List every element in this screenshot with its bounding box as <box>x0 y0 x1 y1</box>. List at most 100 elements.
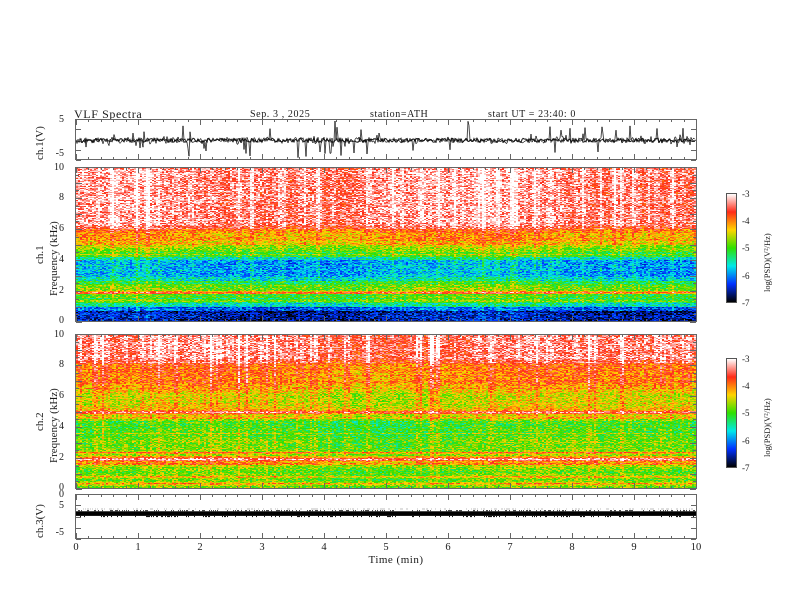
tick-mark <box>596 157 598 160</box>
tick-mark <box>485 167 487 170</box>
tick-mark <box>460 494 462 497</box>
tick-mark <box>658 334 660 337</box>
tick-mark <box>249 334 251 337</box>
tick-mark <box>262 154 263 160</box>
tick-mark <box>522 334 524 337</box>
tick-mark <box>76 357 79 359</box>
tick-mark <box>693 465 696 467</box>
tick-mark <box>410 119 412 122</box>
tick-mark <box>398 334 400 337</box>
tick-mark <box>113 157 115 160</box>
tick-mark <box>324 483 325 489</box>
x-axis-tick-4: 4 <box>321 542 327 553</box>
tick-mark <box>497 167 499 170</box>
tick-mark <box>224 494 226 497</box>
tick-mark <box>348 167 350 170</box>
tick-mark <box>596 167 598 170</box>
tick-mark <box>212 494 214 497</box>
tick-mark <box>212 486 214 489</box>
tick-mark <box>237 157 239 160</box>
tick-mark <box>386 494 387 500</box>
tick-mark <box>671 536 673 539</box>
ch1-spec-ytick-10: 10 <box>54 162 64 173</box>
ch3-ytick-5: 5 <box>59 500 64 511</box>
tick-mark <box>534 494 536 497</box>
tick-mark <box>175 536 177 539</box>
tick-mark <box>138 316 139 322</box>
tick-mark <box>76 516 81 518</box>
tick-mark <box>485 494 487 497</box>
tick-mark <box>423 167 425 170</box>
tick-mark <box>690 380 696 382</box>
tick-mark <box>286 334 288 337</box>
tick-mark <box>510 494 511 500</box>
tick-mark <box>361 167 363 170</box>
tick-mark <box>237 119 239 122</box>
tick-mark <box>596 319 598 322</box>
x-axis-tick-10: 10 <box>690 542 702 553</box>
tick-mark <box>299 334 301 337</box>
tick-mark <box>559 167 561 170</box>
tick-mark <box>693 205 696 207</box>
tick-mark <box>596 536 598 539</box>
tick-mark <box>311 119 313 122</box>
tick-mark <box>691 119 696 120</box>
tick-mark <box>88 494 90 497</box>
tick-mark <box>690 198 696 199</box>
tick-mark <box>534 536 536 539</box>
tick-mark <box>472 319 474 322</box>
tick-mark <box>646 334 648 337</box>
tick-mark <box>324 533 325 539</box>
tick-mark <box>584 119 586 122</box>
tick-mark <box>76 154 77 160</box>
tick-mark <box>76 533 77 539</box>
tick-mark <box>609 494 611 497</box>
tick-mark <box>76 427 82 428</box>
tick-mark <box>696 119 697 125</box>
tick-mark <box>690 334 696 335</box>
tick-mark <box>691 139 696 141</box>
tick-mark <box>299 157 301 160</box>
tick-mark <box>460 536 462 539</box>
tick-mark <box>584 536 586 539</box>
tick-mark <box>200 494 201 500</box>
tick-mark <box>187 319 189 322</box>
tick-mark <box>485 157 487 160</box>
tick-mark <box>76 174 79 176</box>
tick-mark <box>249 494 251 497</box>
tick-mark <box>100 319 102 322</box>
tick-mark <box>522 157 524 160</box>
tick-mark <box>423 157 425 160</box>
tick-mark <box>274 334 276 337</box>
tick-mark <box>690 306 696 308</box>
tick-mark <box>76 236 79 238</box>
tick-mark <box>646 319 648 322</box>
tick-mark <box>348 157 350 160</box>
ch1-colorbar-tick-neg6: -6 <box>742 271 750 281</box>
tick-mark <box>547 334 549 337</box>
tick-mark <box>76 403 79 405</box>
ch1-colorbar <box>726 193 737 303</box>
tick-mark <box>683 119 685 122</box>
tick-mark <box>634 334 635 340</box>
tick-mark <box>373 334 375 337</box>
tick-mark <box>138 119 139 125</box>
tick-mark <box>448 154 449 160</box>
tick-mark <box>609 536 611 539</box>
ch2-spec-ytick-4: 4 <box>59 421 64 432</box>
tick-mark <box>497 319 499 322</box>
tick-mark <box>410 334 412 337</box>
tick-mark <box>398 119 400 122</box>
tick-mark <box>237 536 239 539</box>
tick-mark <box>522 486 524 489</box>
tick-mark <box>348 119 350 122</box>
tick-mark <box>410 494 412 497</box>
tick-mark <box>336 157 338 160</box>
tick-mark <box>658 157 660 160</box>
tick-mark <box>609 167 611 170</box>
tick-mark <box>175 486 177 489</box>
tick-mark <box>200 483 201 489</box>
ch2-spec-ylabel-channel: ch.2 <box>34 412 46 431</box>
ch2-spec-ytick-6: 6 <box>59 390 64 401</box>
tick-mark <box>336 486 338 489</box>
